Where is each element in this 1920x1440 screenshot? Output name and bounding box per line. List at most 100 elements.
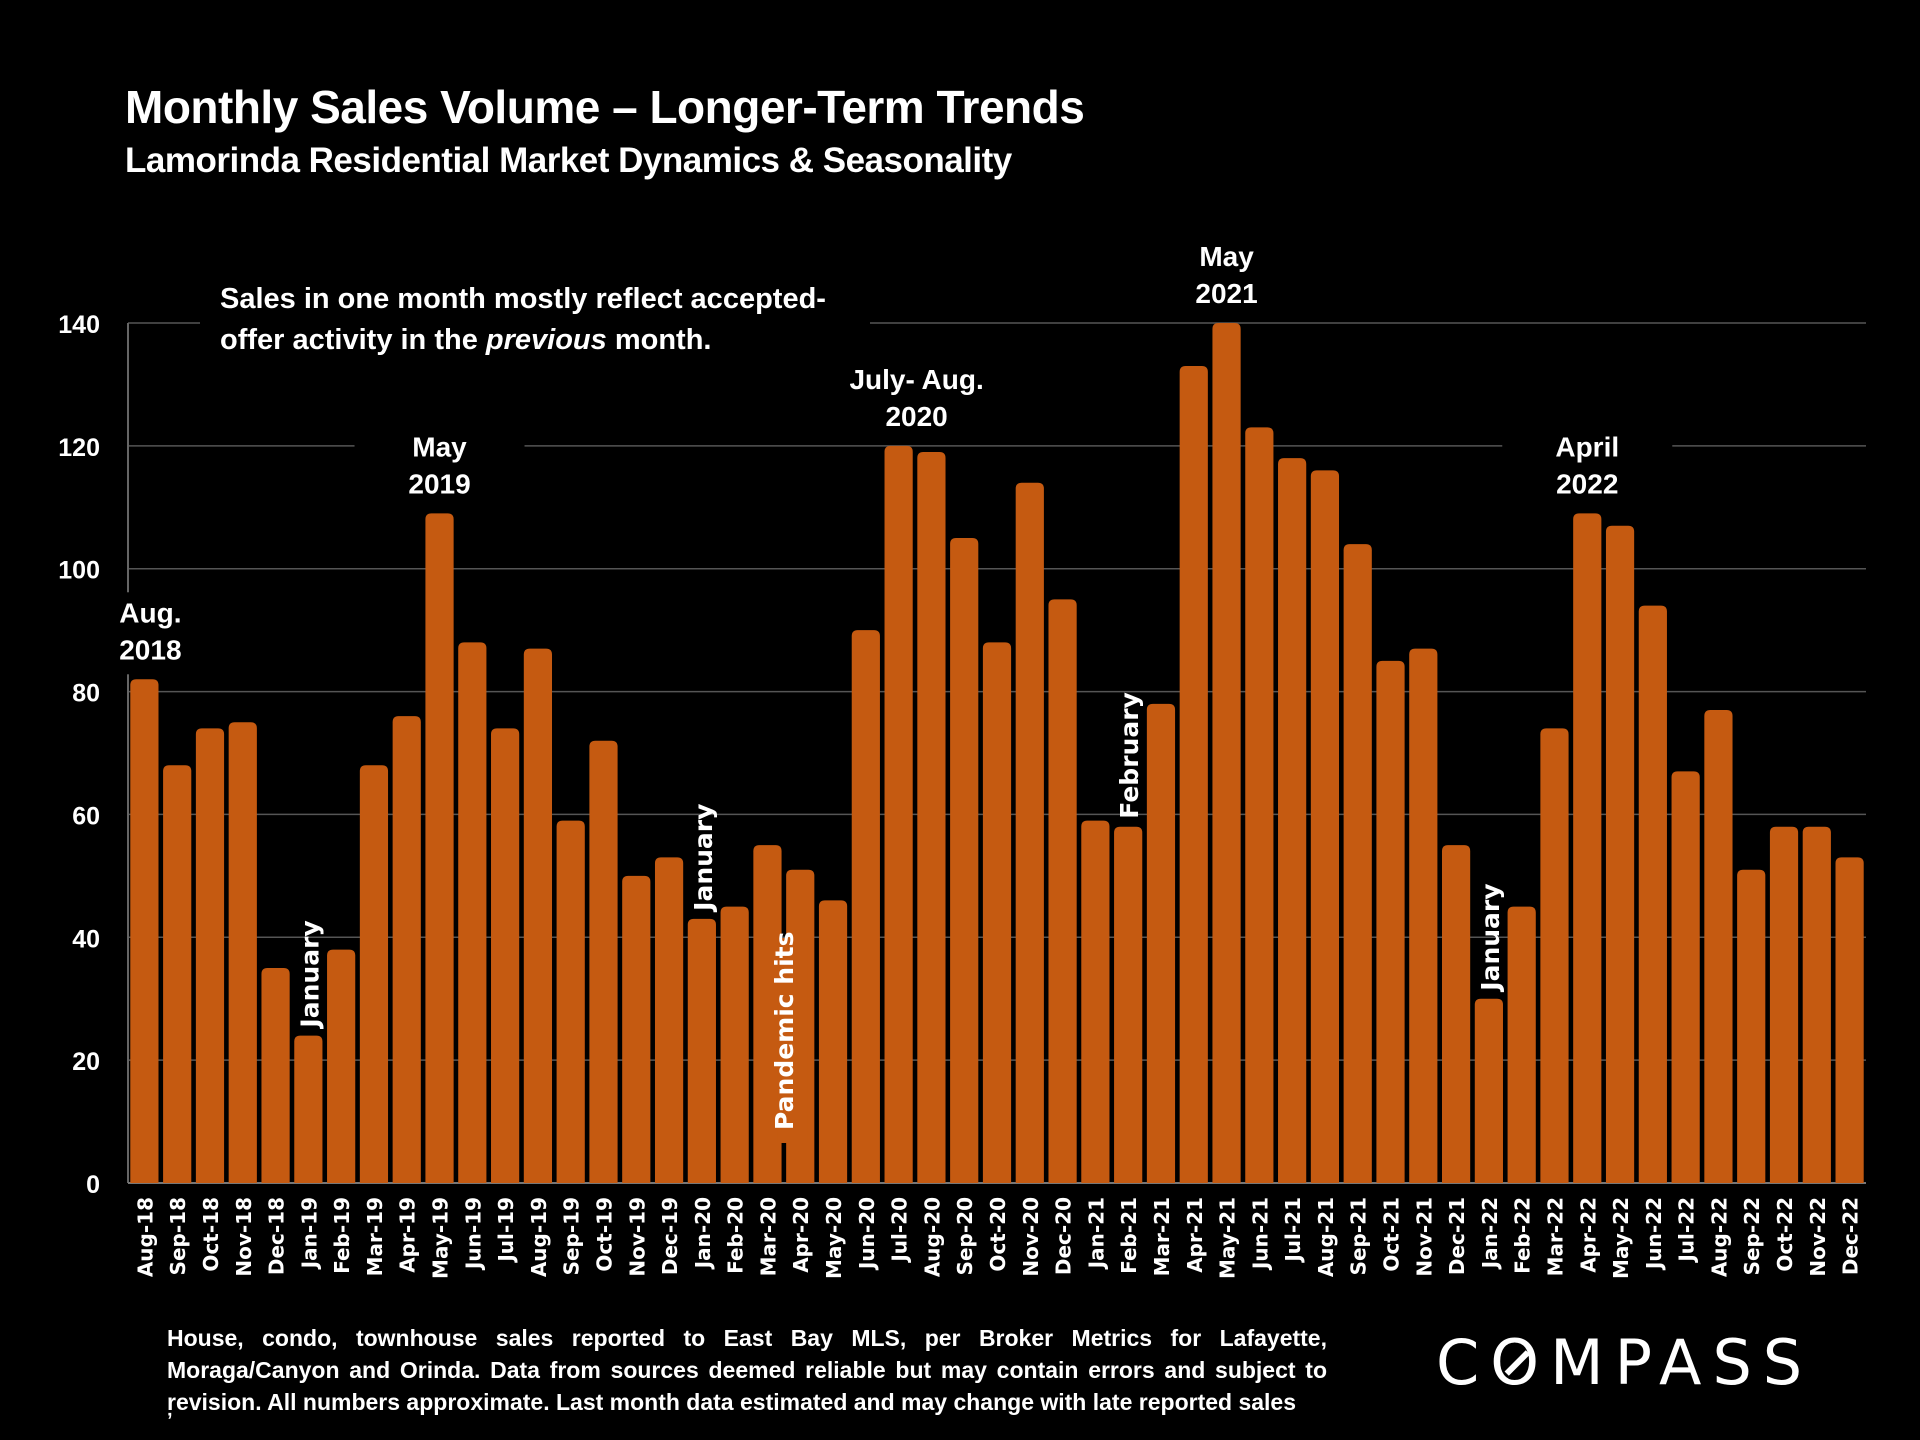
x-tick-label: Dec-20	[1052, 1197, 1076, 1275]
chart-title: Monthly Sales Volume – Longer-Term Trend…	[125, 81, 1085, 133]
bar-chart: 0 20 40 60 80 100 120 140 Aug-18 Sep-18 Oct-18 Nov…	[58, 236, 1866, 1279]
x-tick-label: Apr-20	[789, 1197, 813, 1273]
x-tick-label: Jan-20	[691, 1197, 715, 1270]
x-tick-label: Aug-20	[920, 1197, 944, 1277]
annotation-pandemic-label: Pandemic hits	[770, 931, 799, 1130]
compass-logo: COMPASS	[1436, 1326, 1814, 1399]
bar-oct-19	[589, 740, 618, 1183]
bar-sep-22	[1737, 869, 1766, 1183]
bar-dec-19	[654, 857, 684, 1183]
x-tick-label: Nov-18	[232, 1197, 256, 1277]
bar-jul-22	[1671, 771, 1700, 1183]
x-tick-label: Oct-20	[986, 1197, 1010, 1272]
bar-aug-18	[130, 679, 159, 1183]
annotations: Aug. 2018 May 2019 July- Aug. 2020 May 2021 Apri…	[65, 236, 1673, 1143]
x-tick-label: Jun-19	[461, 1197, 485, 1271]
x-tick-label: Nov-21	[1412, 1197, 1436, 1277]
bar-mar-21	[1146, 703, 1176, 1183]
y-tick-label: 140	[58, 311, 100, 339]
annotation-vertical-label: January	[1476, 883, 1505, 992]
chart-subtitle: Lamorinda Residential Market Dynamics & …	[125, 141, 1012, 180]
bar-jun-19	[458, 642, 487, 1183]
x-tick-label: Oct-19	[592, 1197, 616, 1272]
bar-may-20	[818, 900, 848, 1183]
bar-sep-19	[556, 820, 585, 1183]
compass-o-icon: O	[1490, 1326, 1551, 1399]
x-tick-label: Jun-21	[1248, 1197, 1272, 1271]
bar-jan-19	[294, 1035, 323, 1183]
x-tick-label: Oct-22	[1773, 1197, 1797, 1272]
bar-apr-22	[1573, 513, 1602, 1183]
x-tick-label: Mar-21	[1150, 1197, 1174, 1276]
y-tick-label: 100	[58, 557, 100, 585]
bar-dec-21	[1441, 845, 1471, 1183]
bar-may-22	[1605, 525, 1635, 1183]
y-tick-label: 60	[72, 802, 100, 830]
x-tick-label: Jan-21	[1084, 1197, 1108, 1270]
y-tick-label: 20	[72, 1048, 100, 1076]
bar-feb-20	[720, 906, 749, 1183]
x-tick-label: May-20	[822, 1197, 846, 1279]
x-tick-label: Nov-22	[1806, 1197, 1830, 1277]
annotation-label: 2019	[408, 468, 470, 499]
x-tick-label: Oct-18	[199, 1197, 223, 1272]
annotation-vertical-label: January	[295, 920, 324, 1029]
annotation-label: 2020	[885, 401, 947, 432]
annotation-label: 2021	[1195, 278, 1257, 309]
x-tick-label: Nov-20	[1019, 1197, 1043, 1277]
x-tick-label: Jan-22	[1478, 1197, 1502, 1270]
bar-jul-19	[491, 728, 520, 1183]
bar-feb-22	[1507, 906, 1536, 1183]
x-tick-label: Jul-19	[494, 1197, 518, 1264]
bar-oct-22	[1769, 826, 1799, 1183]
x-tick-label: Feb-21	[1117, 1197, 1141, 1274]
x-tick-label: Apr-22	[1576, 1197, 1600, 1273]
note-line-1: Sales in one month mostly reflect accept…	[220, 283, 826, 315]
x-tick-label: Sep-19	[560, 1197, 584, 1275]
x-tick-label: Dec-21	[1445, 1197, 1469, 1275]
bar-feb-21	[1114, 826, 1143, 1183]
x-tick-label: Sep-22	[1740, 1197, 1764, 1275]
x-tick-label: Sep-18	[166, 1197, 190, 1275]
x-tick-label: Jan-19	[297, 1197, 321, 1270]
x-tick-label: Feb-20	[724, 1197, 748, 1274]
x-tick-label: Aug-22	[1707, 1197, 1731, 1277]
bar-dec-18	[261, 968, 290, 1183]
bar-mar-22	[1540, 728, 1569, 1183]
annotation-vertical-label: January	[689, 804, 718, 913]
x-tick-label: Aug-21	[1314, 1197, 1338, 1277]
bar-feb-19	[327, 949, 356, 1183]
annotation-label: 2022	[1556, 468, 1618, 499]
annotation-backing	[1502, 426, 1673, 509]
y-axis-ticks: 0 20 40 60 80 100 120 140	[58, 311, 100, 1199]
bar-nov-19	[622, 875, 651, 1183]
annotation-backing	[354, 426, 525, 509]
y-tick-label: 80	[72, 680, 100, 708]
bar-sep-21	[1343, 544, 1372, 1183]
y-tick-label: 120	[58, 434, 100, 462]
bar-mar-20	[753, 845, 782, 1183]
bar-jun-22	[1638, 605, 1667, 1183]
bar-jul-21	[1278, 458, 1307, 1184]
bar-dec-22	[1835, 857, 1864, 1183]
annotation-label: Aug.	[119, 597, 181, 628]
x-tick-label: Sep-21	[1347, 1197, 1371, 1275]
annotation-label: May	[1199, 241, 1254, 272]
bar-aug-21	[1310, 470, 1340, 1183]
x-tick-label: Aug-18	[133, 1197, 157, 1277]
bar-aug-22	[1704, 710, 1733, 1183]
footnote-mark: ʼ	[167, 1410, 173, 1432]
bar-mar-19	[359, 765, 389, 1183]
annotation-backing	[831, 358, 1002, 441]
bar-may-19	[425, 513, 454, 1183]
bar-apr-21	[1179, 366, 1208, 1183]
bars	[130, 323, 1864, 1184]
x-tick-label: Dec-18	[265, 1197, 289, 1275]
y-tick-label: 40	[72, 925, 100, 953]
x-tick-label: Aug-19	[527, 1197, 551, 1277]
x-tick-label: Mar-19	[363, 1197, 387, 1276]
annotation-vertical-label: February	[1115, 692, 1144, 819]
annotation-label: July- Aug.	[849, 364, 983, 395]
x-tick-label: Apr-19	[396, 1197, 420, 1273]
bar-jul-20	[884, 445, 913, 1183]
